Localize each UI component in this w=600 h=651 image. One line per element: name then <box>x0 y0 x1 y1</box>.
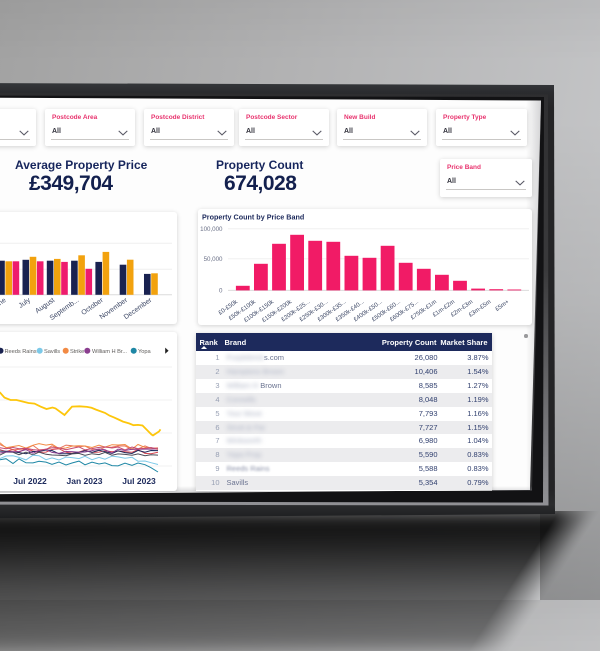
svg-text:June: June <box>0 297 8 311</box>
svg-text:50,000: 50,000 <box>203 256 222 263</box>
svg-text:Jul 2023: Jul 2023 <box>122 476 156 486</box>
svg-text:Strike: Strike <box>70 349 84 355</box>
svg-text:0: 0 <box>219 288 223 295</box>
svg-text:December: December <box>123 296 154 321</box>
svg-text:Reeds Rains: Reeds Rains <box>5 349 37 355</box>
svg-text:Property Count by Price Band: Property Count by Price Band <box>202 213 304 222</box>
svg-text:Savills: Savills <box>44 349 60 355</box>
svg-text:Jul 2022: Jul 2022 <box>13 476 47 486</box>
svg-text:Jan 2023: Jan 2023 <box>67 476 103 486</box>
svg-text:£5m+: £5m+ <box>494 299 510 313</box>
svg-text:Yopa: Yopa <box>138 349 151 355</box>
svg-text:100,000: 100,000 <box>200 226 223 233</box>
svg-text:July: July <box>18 296 33 309</box>
svg-text:William H Br...: William H Br... <box>92 349 127 355</box>
